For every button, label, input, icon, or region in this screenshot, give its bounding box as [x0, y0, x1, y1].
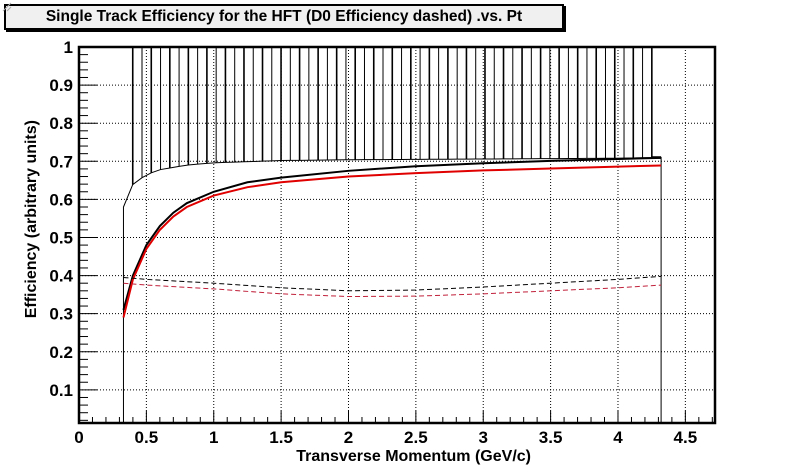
- x-axis-ticks: 0 0.5 1 1.5 2 2.5 3 3.5 4 4.5: [74, 411, 713, 447]
- error-bars: [122, 47, 662, 423]
- x-tick-label: 3: [479, 428, 488, 447]
- y-tick-label: 0.6: [49, 190, 73, 209]
- series-curves: [122, 156, 662, 318]
- y-axis-label: Efficiency (arbitrary units): [23, 120, 40, 318]
- grid-lines: [79, 47, 715, 423]
- error-band-envelope: [122, 156, 662, 423]
- y-tick-label: 0.5: [49, 228, 73, 247]
- x-tick-label: 4.5: [674, 428, 698, 447]
- x-tick-label: 0.5: [135, 428, 159, 447]
- x-axis-label: Transverse Momentum (GeV/c): [296, 448, 531, 465]
- d0-efficiency-black-dashed: [123, 275, 662, 292]
- x-tick-label: 1.5: [269, 428, 293, 447]
- y-tick-label: 0.4: [49, 267, 73, 286]
- d0-efficiency-red-dashed: [123, 282, 662, 298]
- resize-grip-icon[interactable]: [0, 0, 12, 12]
- y-tick-label: 0.1: [49, 381, 73, 400]
- x-tick-label: 2.5: [404, 428, 428, 447]
- plot-frame: [77, 45, 717, 425]
- x-tick-label: 2: [344, 428, 353, 447]
- single-track-efficiency-red: [122, 164, 662, 318]
- y-tick-label: 1: [64, 38, 73, 57]
- chart-title: Single Track Efficiency for the HFT (D0 …: [4, 4, 564, 30]
- y-tick-label: 0.8: [49, 114, 73, 133]
- x-tick-label: 1: [209, 428, 218, 447]
- y-axis-ticks: 0.1 0.2 0.3 0.4 0.5 0.6 0.7 0.8 0.9 1: [49, 38, 97, 421]
- y-tick-label: 0.7: [49, 152, 73, 171]
- y-tick-label: 0.3: [49, 305, 73, 324]
- single-track-efficiency-black: [122, 156, 662, 311]
- x-tick-label: 4: [613, 428, 623, 447]
- x-tick-label: 0: [74, 428, 83, 447]
- x-tick-label: 3.5: [539, 428, 563, 447]
- y-tick-label: 0.2: [49, 343, 73, 362]
- y-tick-label: 0.9: [49, 76, 73, 95]
